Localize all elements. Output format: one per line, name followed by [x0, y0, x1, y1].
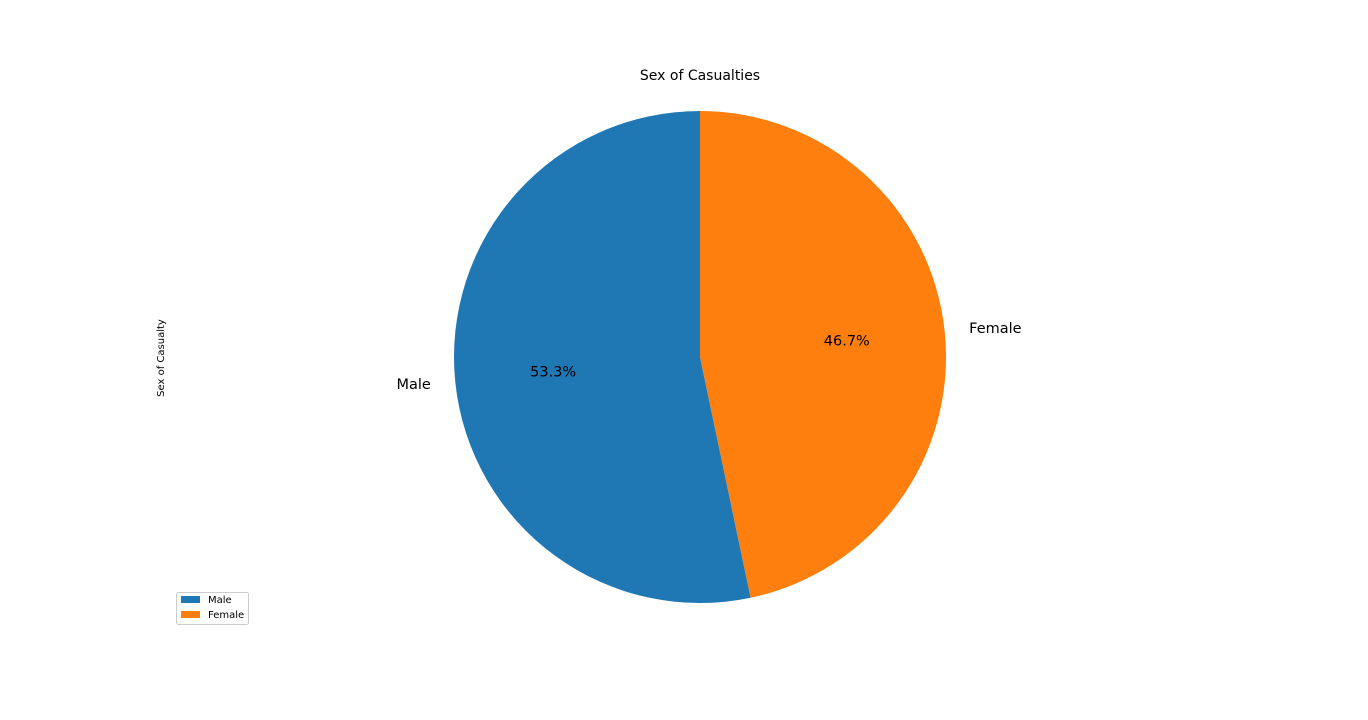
legend-label-male: Male — [208, 595, 232, 606]
chart-title: Sex of Casualties — [640, 68, 760, 84]
pie-slice-female — [700, 111, 946, 598]
legend-swatch-female — [181, 611, 200, 618]
percent-label-female: 46.7% — [824, 334, 870, 350]
pie-percent-labels: 53.3% 46.7% — [530, 334, 870, 381]
y-axis-label: Sex of Casualty — [156, 319, 167, 397]
pie-slice-male — [453, 111, 751, 603]
slice-label-male: Male — [396, 377, 430, 393]
legend-swatch-male — [181, 596, 200, 603]
slice-label-female: Female — [969, 321, 1022, 337]
percent-label-male: 53.3% — [530, 364, 576, 380]
legend: Male Female — [176, 592, 249, 625]
pie-slices — [453, 111, 946, 603]
legend-label-female: Female — [208, 610, 244, 621]
legend-entries: Male Female — [181, 595, 244, 621]
pie-slice-labels: Male Female — [396, 321, 1021, 393]
